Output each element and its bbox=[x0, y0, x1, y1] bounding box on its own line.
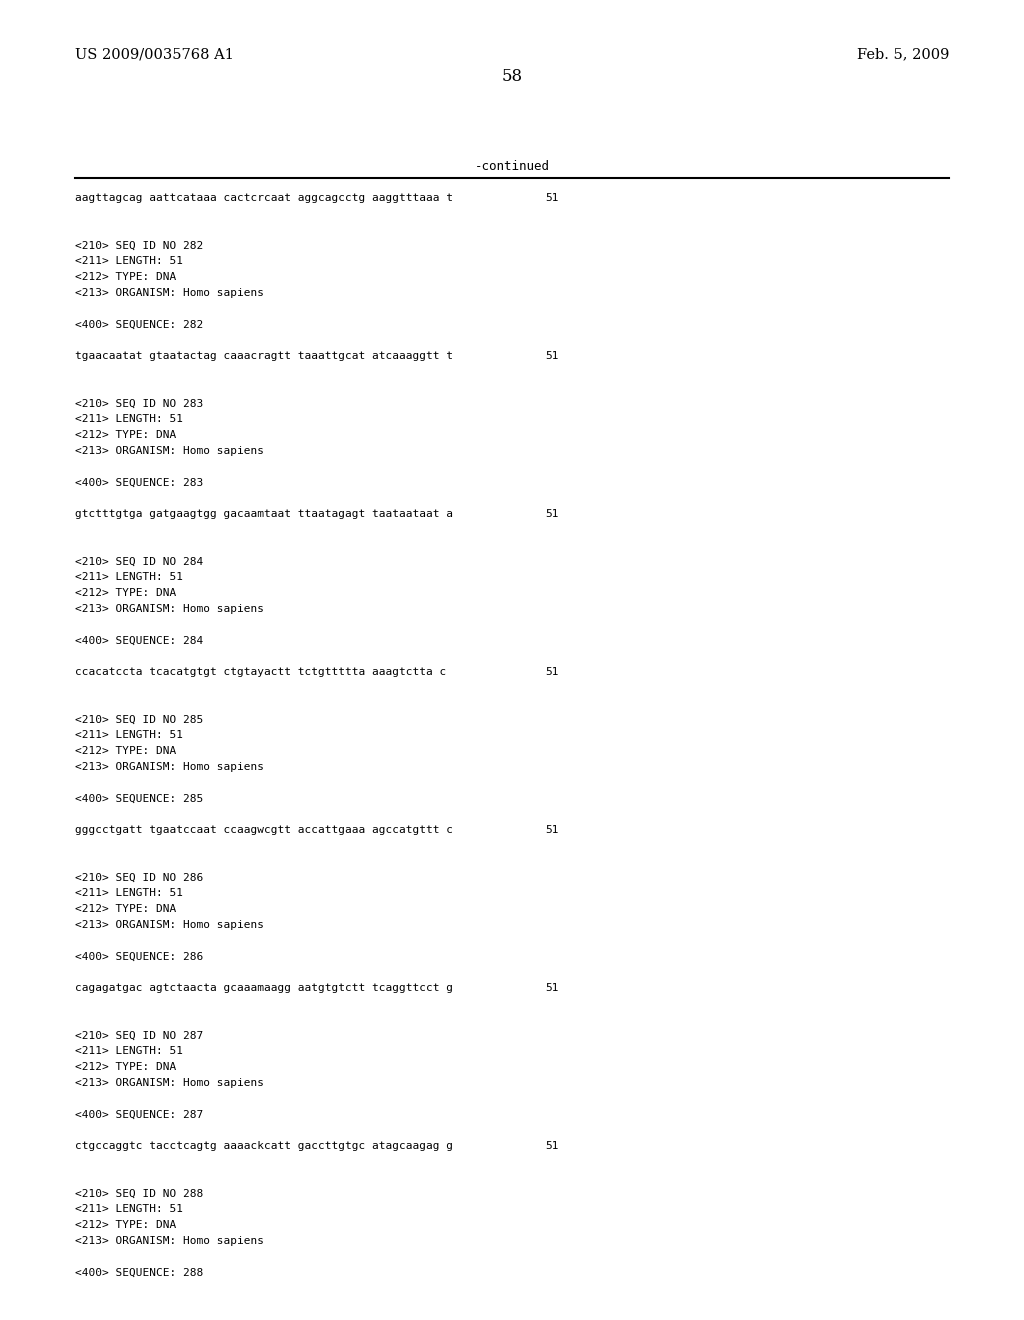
Text: <213> ORGANISM: Homo sapiens: <213> ORGANISM: Homo sapiens bbox=[75, 1078, 264, 1088]
Text: <212> TYPE: DNA: <212> TYPE: DNA bbox=[75, 1220, 176, 1230]
Text: <211> LENGTH: 51: <211> LENGTH: 51 bbox=[75, 256, 183, 267]
Text: tgaacaatat gtaatactag caaacragtt taaattgcat atcaaaggtt t: tgaacaatat gtaatactag caaacragtt taaattg… bbox=[75, 351, 453, 360]
Text: <213> ORGANISM: Homo sapiens: <213> ORGANISM: Homo sapiens bbox=[75, 288, 264, 298]
Text: <212> TYPE: DNA: <212> TYPE: DNA bbox=[75, 272, 176, 282]
Text: <400> SEQUENCE: 282: <400> SEQUENCE: 282 bbox=[75, 319, 203, 330]
Text: ctgccaggtc tacctcagtg aaaackcatt gaccttgtgc atagcaagag g: ctgccaggtc tacctcagtg aaaackcatt gaccttg… bbox=[75, 1140, 453, 1151]
Text: <400> SEQUENCE: 283: <400> SEQUENCE: 283 bbox=[75, 478, 203, 487]
Text: <210> SEQ ID NO 286: <210> SEQ ID NO 286 bbox=[75, 873, 203, 882]
Text: <400> SEQUENCE: 286: <400> SEQUENCE: 286 bbox=[75, 952, 203, 961]
Text: 51: 51 bbox=[545, 825, 558, 836]
Text: <210> SEQ ID NO 282: <210> SEQ ID NO 282 bbox=[75, 240, 203, 251]
Text: 51: 51 bbox=[545, 667, 558, 677]
Text: <400> SEQUENCE: 285: <400> SEQUENCE: 285 bbox=[75, 793, 203, 804]
Text: 51: 51 bbox=[545, 1140, 558, 1151]
Text: aagttagcag aattcataaa cactcrcaat aggcagcctg aaggtttaaa t: aagttagcag aattcataaa cactcrcaat aggcagc… bbox=[75, 193, 453, 203]
Text: <400> SEQUENCE: 287: <400> SEQUENCE: 287 bbox=[75, 1109, 203, 1119]
Text: gtctttgtga gatgaagtgg gacaamtaat ttaatagagt taataataat a: gtctttgtga gatgaagtgg gacaamtaat ttaatag… bbox=[75, 510, 453, 519]
Text: 58: 58 bbox=[502, 69, 522, 84]
Text: <211> LENGTH: 51: <211> LENGTH: 51 bbox=[75, 1047, 183, 1056]
Text: <212> TYPE: DNA: <212> TYPE: DNA bbox=[75, 904, 176, 913]
Text: <212> TYPE: DNA: <212> TYPE: DNA bbox=[75, 746, 176, 756]
Text: 51: 51 bbox=[545, 510, 558, 519]
Text: 51: 51 bbox=[545, 193, 558, 203]
Text: -continued: -continued bbox=[474, 160, 550, 173]
Text: <213> ORGANISM: Homo sapiens: <213> ORGANISM: Homo sapiens bbox=[75, 1236, 264, 1246]
Text: <210> SEQ ID NO 288: <210> SEQ ID NO 288 bbox=[75, 1188, 203, 1199]
Text: <212> TYPE: DNA: <212> TYPE: DNA bbox=[75, 587, 176, 598]
Text: US 2009/0035768 A1: US 2009/0035768 A1 bbox=[75, 48, 233, 61]
Text: 51: 51 bbox=[545, 351, 558, 360]
Text: <400> SEQUENCE: 284: <400> SEQUENCE: 284 bbox=[75, 635, 203, 645]
Text: <211> LENGTH: 51: <211> LENGTH: 51 bbox=[75, 1204, 183, 1214]
Text: <210> SEQ ID NO 285: <210> SEQ ID NO 285 bbox=[75, 714, 203, 725]
Text: <213> ORGANISM: Homo sapiens: <213> ORGANISM: Homo sapiens bbox=[75, 920, 264, 929]
Text: <211> LENGTH: 51: <211> LENGTH: 51 bbox=[75, 572, 183, 582]
Text: gggcctgatt tgaatccaat ccaagwcgtt accattgaaa agccatgttt c: gggcctgatt tgaatccaat ccaagwcgtt accattg… bbox=[75, 825, 453, 836]
Text: 51: 51 bbox=[545, 983, 558, 993]
Text: cagagatgac agtctaacta gcaaamaagg aatgtgtctt tcaggttcct g: cagagatgac agtctaacta gcaaamaagg aatgtgt… bbox=[75, 983, 453, 993]
Text: <213> ORGANISM: Homo sapiens: <213> ORGANISM: Homo sapiens bbox=[75, 603, 264, 614]
Text: <211> LENGTH: 51: <211> LENGTH: 51 bbox=[75, 414, 183, 424]
Text: <211> LENGTH: 51: <211> LENGTH: 51 bbox=[75, 730, 183, 741]
Text: <213> ORGANISM: Homo sapiens: <213> ORGANISM: Homo sapiens bbox=[75, 762, 264, 772]
Text: Feb. 5, 2009: Feb. 5, 2009 bbox=[857, 48, 949, 61]
Text: <210> SEQ ID NO 283: <210> SEQ ID NO 283 bbox=[75, 399, 203, 408]
Text: <210> SEQ ID NO 284: <210> SEQ ID NO 284 bbox=[75, 557, 203, 566]
Text: <212> TYPE: DNA: <212> TYPE: DNA bbox=[75, 1063, 176, 1072]
Text: <211> LENGTH: 51: <211> LENGTH: 51 bbox=[75, 888, 183, 898]
Text: <210> SEQ ID NO 287: <210> SEQ ID NO 287 bbox=[75, 1031, 203, 1040]
Text: <212> TYPE: DNA: <212> TYPE: DNA bbox=[75, 430, 176, 440]
Text: <213> ORGANISM: Homo sapiens: <213> ORGANISM: Homo sapiens bbox=[75, 446, 264, 455]
Text: ccacatccta tcacatgtgt ctgtayactt tctgttttta aaagtctta c: ccacatccta tcacatgtgt ctgtayactt tctgttt… bbox=[75, 667, 446, 677]
Text: <400> SEQUENCE: 288: <400> SEQUENCE: 288 bbox=[75, 1267, 203, 1278]
